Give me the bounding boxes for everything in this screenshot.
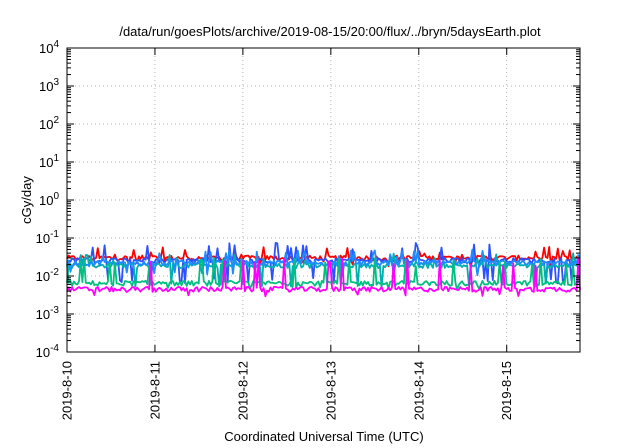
y-tick-labels: 10-4 10-3 10-2 10-1 100 101 102 103 104 [36, 39, 60, 360]
y-tick-label: 10-2 [36, 267, 60, 284]
x-tick-label: 2019-8-13 [323, 361, 338, 420]
x-tick-label: 2019-8-15 [499, 361, 514, 420]
x-tick-label: 2019-8-10 [60, 361, 75, 420]
x-tick-label: 2019-8-11 [147, 361, 162, 419]
y-tick-label: 10-3 [36, 305, 60, 322]
y-tick-label: 101 [39, 153, 59, 170]
ticks [66, 47, 580, 353]
y-axis-label: cGy/day [19, 176, 34, 224]
series-line [66, 248, 581, 277]
y-tick-label: 103 [39, 77, 59, 94]
y-tick-label: 102 [39, 115, 59, 132]
y-tick-label: 10-1 [36, 229, 60, 246]
x-axis-label: Coordinated Universal Time (UTC) [224, 429, 423, 444]
series-layer [66, 242, 581, 298]
series-line [66, 257, 581, 298]
chart-title: /data/run/goesPlots/archive/2019-08-15/2… [119, 24, 541, 39]
x-tick-label: 2019-8-14 [411, 361, 426, 420]
x-tick-labels: 2019-8-10 2019-8-11 2019-8-12 2019-8-13 2019… [60, 361, 515, 420]
y-tick-label: 104 [39, 39, 59, 56]
y-tick-label: 10-4 [36, 343, 60, 360]
y-tick-label: 100 [39, 191, 59, 208]
x-tick-label: 2019-8-12 [235, 361, 250, 420]
grid [67, 48, 580, 352]
